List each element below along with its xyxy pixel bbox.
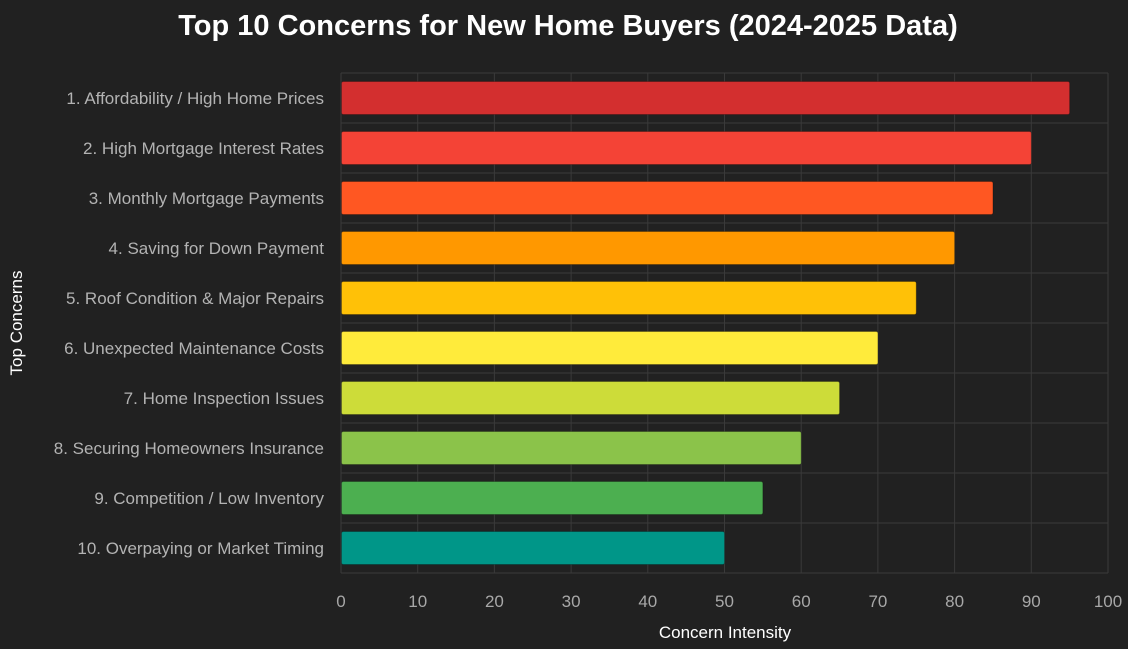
category-labels: 1. Affordability / High Home Prices 2. Hi… [54,89,325,558]
x-tick-label: 30 [562,592,581,611]
category-label: 10. Overpaying or Market Timing [77,539,324,558]
bar[interactable] [341,331,879,365]
x-tick-labels: 0 10 20 30 40 50 60 70 80 90 100 [336,592,1122,611]
bar[interactable] [341,531,725,565]
y-axis-title: Top Concerns [7,271,26,376]
x-tick-label: 40 [638,592,657,611]
bar[interactable] [341,181,994,215]
x-tick-label: 100 [1094,592,1122,611]
chart-title: Top 10 Concerns for New Home Buyers (202… [178,10,958,42]
x-tick-label: 90 [1022,592,1041,611]
category-label: 3. Monthly Mortgage Payments [89,189,324,208]
category-label: 9. Competition / Low Inventory [94,489,324,508]
category-label: 8. Securing Homeowners Insurance [54,439,324,458]
category-label: 5. Roof Condition & Major Repairs [66,289,324,308]
x-tick-label: 50 [715,592,734,611]
bar[interactable] [341,381,841,415]
bars [341,81,1071,565]
bar[interactable] [341,281,917,315]
category-label: 7. Home Inspection Issues [124,389,324,408]
category-label: 1. Affordability / High Home Prices [66,89,324,108]
x-tick-label: 80 [945,592,964,611]
x-tick-label: 70 [868,592,887,611]
category-label: 6. Unexpected Maintenance Costs [64,339,324,358]
x-tick-label: 0 [336,592,345,611]
bar[interactable] [341,131,1032,165]
bar[interactable] [341,81,1071,115]
x-tick-label: 20 [485,592,504,611]
bar[interactable] [341,431,802,465]
category-label: 4. Saving for Down Payment [109,239,325,258]
x-tick-label: 60 [792,592,811,611]
x-axis-title: Concern Intensity [659,623,792,642]
category-label: 2. High Mortgage Interest Rates [83,139,324,158]
bar[interactable] [341,481,764,515]
x-tick-label: 10 [408,592,427,611]
bar[interactable] [341,231,956,265]
